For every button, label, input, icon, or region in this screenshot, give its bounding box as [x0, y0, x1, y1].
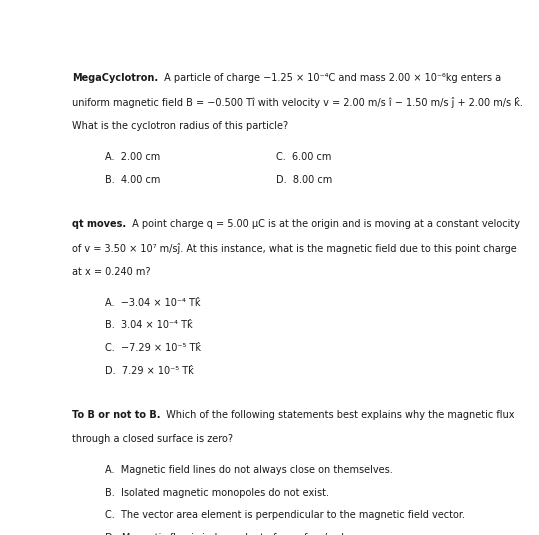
Text: A.  2.00 cm: A. 2.00 cm: [105, 152, 160, 162]
Text: of v = 3.50 × 10⁷ m/sĵ. At this instance, what is the magnetic field due to this: of v = 3.50 × 10⁷ m/sĵ. At this instance…: [72, 243, 517, 254]
Text: B.  4.00 cm: B. 4.00 cm: [105, 175, 160, 185]
Text: D.  Magnetic flux is independent of a surface’s shape.: D. Magnetic flux is independent of a sur…: [105, 533, 369, 535]
Text: A particle of charge −1.25 × 10⁻⁴C and mass 2.00 × 10⁻⁶kg enters a: A particle of charge −1.25 × 10⁻⁴C and m…: [161, 73, 501, 83]
Text: What is the cyclotron radius of this particle?: What is the cyclotron radius of this par…: [72, 121, 288, 131]
Text: uniform magnetic field B = −0.500 Tî with velocity v = 2.00 m/s î − 1.50 m/s ĵ +: uniform magnetic field B = −0.500 Tî wit…: [72, 97, 523, 108]
Text: through a closed surface is zero?: through a closed surface is zero?: [72, 434, 233, 444]
Text: MegaCyclotron.: MegaCyclotron.: [72, 73, 158, 83]
Text: qt moves.: qt moves.: [72, 219, 127, 229]
Text: A.  Magnetic field lines do not always close on themselves.: A. Magnetic field lines do not always cl…: [105, 465, 393, 475]
Text: A point charge q = 5.00 μC is at the origin and is moving at a constant velocity: A point charge q = 5.00 μC is at the ori…: [129, 219, 520, 229]
Text: C.  6.00 cm: C. 6.00 cm: [277, 152, 331, 162]
Text: D.  7.29 × 10⁻⁵ Tk̂: D. 7.29 × 10⁻⁵ Tk̂: [105, 366, 194, 376]
Text: at x = 0.240 m?: at x = 0.240 m?: [72, 267, 151, 277]
Text: C.  −7.29 × 10⁻⁵ Tk̂: C. −7.29 × 10⁻⁵ Tk̂: [105, 343, 201, 353]
Text: B.  3.04 × 10⁻⁴ Tk̂: B. 3.04 × 10⁻⁴ Tk̂: [105, 320, 192, 331]
Text: To B or not to B.: To B or not to B.: [72, 410, 161, 420]
Text: D.  8.00 cm: D. 8.00 cm: [277, 175, 333, 185]
Text: A.  −3.04 × 10⁻⁴ Tk̂: A. −3.04 × 10⁻⁴ Tk̂: [105, 298, 201, 308]
Text: C.  The vector area element is perpendicular to the magnetic field vector.: C. The vector area element is perpendicu…: [105, 510, 465, 520]
Text: Which of the following statements best explains why the magnetic flux: Which of the following statements best e…: [163, 410, 515, 420]
Text: B.  Isolated magnetic monopoles do not exist.: B. Isolated magnetic monopoles do not ex…: [105, 487, 329, 498]
